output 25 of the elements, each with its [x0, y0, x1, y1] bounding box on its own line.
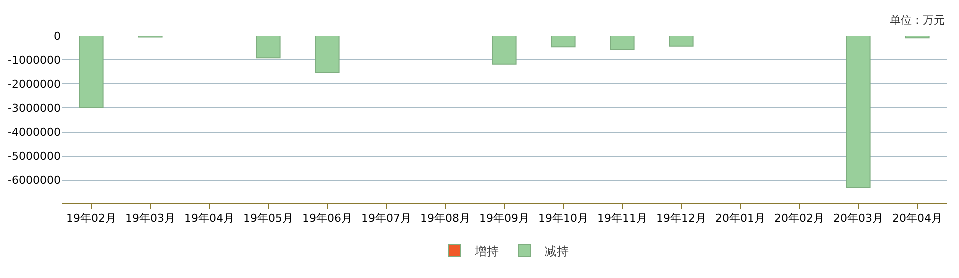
x-tick-label: 19年02月: [66, 212, 116, 226]
y-tick-label: -2000000: [8, 78, 61, 91]
x-tick-label: 19年03月: [126, 212, 176, 226]
legend-label: 减持: [545, 244, 569, 259]
x-tick-label: 19年11月: [598, 212, 648, 226]
x-tick-label: 19年08月: [420, 212, 470, 226]
x-tick-label: 20年02月: [774, 212, 824, 226]
legend-label: 增持: [474, 244, 499, 259]
x-tick-label: 20年03月: [834, 212, 884, 226]
x-tick-label: 20年04月: [892, 212, 942, 226]
x-tick-label: 19年10月: [538, 212, 588, 226]
x-tick-label: 20年01月: [716, 212, 766, 226]
x-tick-label: 19年05月: [244, 212, 294, 226]
x-tick-label: 19年07月: [362, 212, 412, 226]
y-tick-label: -6000000: [8, 174, 61, 188]
x-tick-label: 19年06月: [302, 212, 352, 226]
x-tick-label: 19年04月: [184, 212, 234, 226]
y-tick-label: -1000000: [8, 54, 61, 67]
y-tick-label: -4000000: [8, 126, 61, 140]
x-tick-label: 19年09月: [480, 212, 530, 226]
x-tick-label: 19年12月: [656, 212, 706, 226]
y-tick-label: -5000000: [8, 150, 61, 164]
y-tick-label: -3000000: [8, 102, 61, 116]
y-tick-label: 0: [54, 30, 61, 43]
text: 单位：万元: [890, 14, 945, 27]
